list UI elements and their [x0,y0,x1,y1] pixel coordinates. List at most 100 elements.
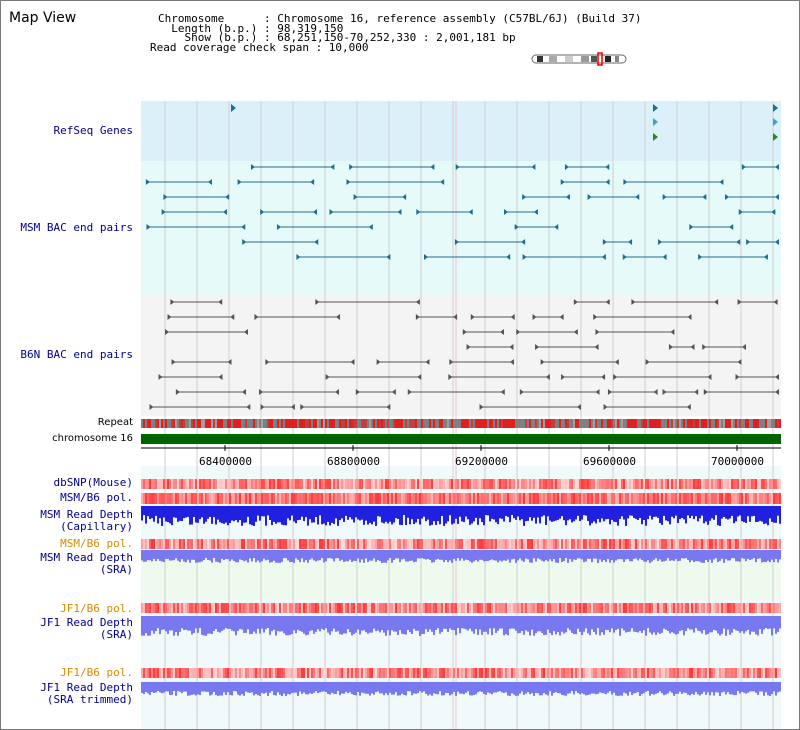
msm-depth-sra-bar [625,550,627,560]
msm-b6-pol-cell [739,493,741,504]
jf1-depth-trim-bar [609,682,611,692]
msm-b6-pol-cell [247,493,249,504]
label-jf1-depth-trim[interactable]: JF1 Read Depth [40,681,133,694]
msm-depth-cap-bar [499,506,501,519]
msm-b6-pol-2-cell [763,539,765,549]
msm-b6-pol-cell [477,493,479,504]
label-msm-b6-pol-2[interactable]: MSM/B6 pol. [60,537,133,550]
msm-b6-pol-cell [729,493,731,504]
jf1-b6-pol-cell [213,603,215,613]
jf1-depth-sra-bar [707,616,709,634]
dbsnp-cell [721,479,723,489]
dbsnp-cell [283,479,285,489]
msm-depth-sra-bar [697,550,699,562]
msm-bac-pair-end [628,239,633,245]
dbsnp-cell [689,479,691,489]
jf1-depth-sra-bar [677,616,679,634]
dbsnp-cell [327,479,329,489]
msm-depth-sra-bar [173,550,175,561]
label-jf1-depth-sra[interactable]: JF1 Read Depth [40,616,133,629]
chromosome-ideogram[interactable] [529,51,629,67]
jf1-depth-trim-bar [355,682,357,696]
jf1-b6-pol-cell [333,603,335,613]
jf1-b6-pol-2-cell [547,668,549,678]
jf1-depth-trim-bar [617,682,619,696]
msm-b6-pol-cell [323,493,325,504]
msm-depth-sra-bar [223,550,225,561]
jf1-depth-sra-bar [459,616,461,634]
jf1-b6-pol-cell [349,603,351,613]
refseq-gene-mark [653,104,658,112]
jf1-depth-trim-bar [407,682,409,692]
repeat-segment [451,419,453,428]
jf1-depth-trim-bar [145,682,147,693]
msm-b6-pol-2-cell [237,539,239,549]
dbsnp-cell [469,479,471,489]
dbsnp-cell [409,479,411,489]
jf1-b6-pol-cell [363,603,365,613]
jf1-b6-pol-2-cell [733,668,735,678]
jf1-depth-trim-bar [259,682,261,696]
msm-b6-pol-2-cell [765,539,767,549]
jf1-depth-sra-bar [635,616,637,633]
jf1-depth-sra-bar [605,616,607,630]
jf1-b6-pol-cell [415,603,417,613]
label-b6n-bac[interactable]: B6N BAC end pairs [20,348,133,361]
msm-depth-sra-bar [405,550,407,562]
dbsnp-cell [455,479,457,489]
msm-depth-sra-bar [487,550,489,562]
msm-depth-cap-bar [401,506,403,526]
label-msm-depth-cap[interactable]: MSM Read Depth [40,508,133,521]
jf1-b6-pol-2-cell [647,668,649,678]
repeat-segment [391,419,393,428]
jf1-depth-trim-bar [269,682,271,693]
msm-b6-pol-cell [483,493,485,504]
msm-b6-pol-cell [677,493,679,504]
jf1-depth-trim-bar [451,682,453,695]
label-msm-b6-pol[interactable]: MSM/B6 pol. [60,491,133,504]
b6n-bac-pair-end [535,344,540,350]
jf1-depth-trim-bar [155,682,157,693]
jf1-depth-sra-bar [731,616,733,633]
jf1-b6-pol-2-cell [347,668,349,678]
msm-b6-pol-2-cell [721,539,723,549]
label-msm-depth-sra[interactable]: MSM Read Depth [40,551,133,564]
msm-bac-pair-end [223,209,228,215]
jf1-depth-trim-bar [621,682,623,696]
dbsnp-cell [599,479,601,489]
repeat-segment [217,419,219,428]
repeat-segment [323,419,325,428]
jf1-depth-sra-bar [595,616,597,635]
msm-b6-pol-2-cell [539,539,541,549]
label-msm-bac[interactable]: MSM BAC end pairs [20,221,133,234]
jf1-b6-pol-2-cell [719,668,721,678]
msm-b6-pol-2-cell [469,539,471,549]
b6n-bac-pair-end [519,389,524,395]
msm-b6-pol-2-cell [529,539,531,549]
msm-depth-cap-bar [595,506,597,524]
label-jf1-b6-pol-2[interactable]: JF1/B6 pol. [60,666,133,679]
dbsnp-cell [623,479,625,489]
jf1-b6-pol-cell [613,603,615,613]
msm-depth-cap-bar [481,506,483,523]
jf1-b6-pol-2-cell [717,668,719,678]
label-jf1-b6-pol[interactable]: JF1/B6 pol. [60,602,133,615]
label-refseq-genes[interactable]: RefSeq Genes [53,124,133,137]
msm-depth-sra-bar [427,550,429,560]
msm-depth-sra-bar [719,550,721,561]
jf1-depth-trim-bar [607,682,609,693]
dbsnp-cell [757,479,759,489]
jf1-b6-pol-2-cell [431,668,433,678]
jf1-depth-trim-bar [467,682,469,692]
jf1-b6-pol-2-cell [697,668,699,678]
msm-depth-sra-bar [513,550,515,559]
label-dbsnp[interactable]: dbSNP(Mouse) [53,476,133,489]
dbsnp-cell [509,479,511,489]
repeat-segment [617,419,619,428]
jf1-b6-pol-cell [733,603,735,613]
repeat-segment [669,419,671,428]
msm-depth-sra-bar [539,550,541,560]
jf1-depth-sra-bar [607,616,609,631]
jf1-b6-pol-cell [141,603,143,613]
msm-depth-sra-bar [341,550,343,560]
